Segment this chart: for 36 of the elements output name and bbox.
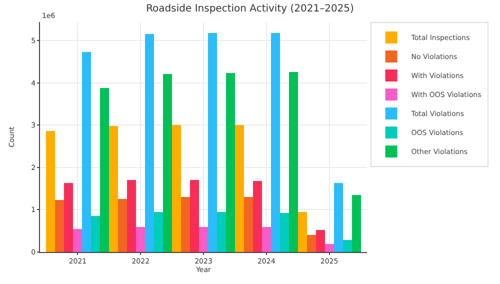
bar [217,212,226,252]
bar [46,131,55,252]
bar [73,229,82,252]
bar [118,199,127,252]
bar [298,212,307,252]
bar [208,33,217,252]
bar [280,213,289,252]
bar [91,216,100,252]
bar [127,180,136,252]
chart-title: Roadside Inspection Activity (2021–2025) [146,3,354,14]
bar [226,73,235,252]
bar [235,125,244,252]
bar [136,227,145,252]
bar [172,125,181,252]
bar [244,197,253,252]
bar [334,183,343,252]
bar [190,180,199,252]
bar [82,52,91,252]
bar [307,235,316,252]
bar [154,212,163,252]
bar [316,230,325,252]
bar [262,227,271,252]
bar [289,72,298,252]
bar [271,33,280,252]
bar [199,227,208,252]
bar [163,74,172,252]
bar [343,240,352,252]
bar [253,181,262,252]
bar [325,244,334,252]
bar [109,126,118,252]
bar [352,195,361,252]
bar [100,88,109,252]
bar [55,200,64,252]
bar [64,183,73,252]
bar [145,34,154,252]
bar [181,197,190,252]
